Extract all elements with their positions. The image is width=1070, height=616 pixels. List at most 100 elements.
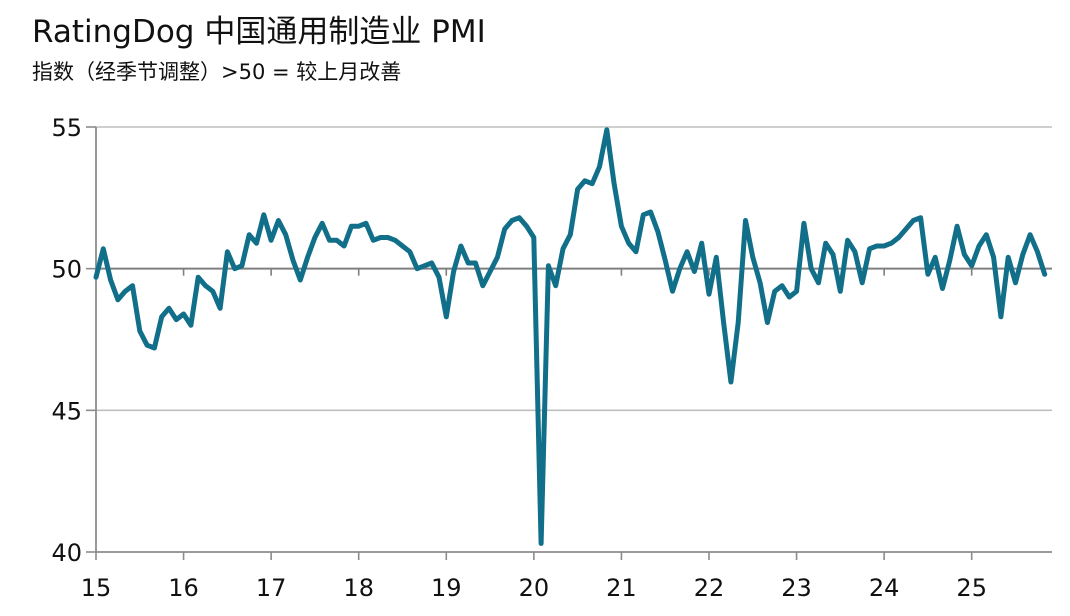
y-tick-label-50: 50: [51, 256, 82, 284]
data-point: [598, 165, 601, 168]
x-tick-label-17: 17: [256, 574, 287, 602]
data-point: [832, 253, 835, 256]
data-point: [656, 230, 659, 233]
data-point: [875, 245, 878, 248]
data-point: [715, 256, 718, 259]
data-point: [394, 239, 397, 242]
data-point: [299, 279, 302, 282]
data-point: [934, 256, 937, 259]
chart-subtitle: 指数（经季节调整）>50 = 较上月改善: [32, 60, 402, 84]
data-point: [226, 250, 229, 253]
data-point: [459, 245, 462, 248]
data-point: [956, 225, 959, 228]
data-point: [467, 262, 470, 265]
data-point: [853, 250, 856, 253]
data-point: [992, 256, 995, 259]
data-point: [116, 298, 119, 301]
data-point: [941, 287, 944, 290]
data-point: [146, 344, 149, 347]
data-point: [423, 264, 426, 267]
data-point: [693, 270, 696, 273]
x-tick-label-20: 20: [519, 574, 550, 602]
series-layer: [93, 127, 1048, 546]
y-tick-label-55: 55: [51, 114, 82, 142]
data-point: [999, 315, 1002, 318]
x-tick-label-22: 22: [694, 574, 725, 602]
data-point: [978, 245, 981, 248]
data-point: [153, 347, 156, 350]
x-tick-label-18: 18: [343, 574, 374, 602]
data-point: [751, 256, 754, 259]
data-point: [562, 247, 565, 250]
data-point: [919, 216, 922, 219]
y-tick-label-40: 40: [51, 539, 82, 567]
data-point: [481, 284, 484, 287]
data-point: [102, 247, 105, 250]
data-point: [642, 213, 645, 216]
data-point: [131, 284, 134, 287]
data-point: [124, 290, 127, 293]
data-point: [635, 250, 638, 253]
data-point: [554, 284, 557, 287]
data-point: [795, 290, 798, 293]
data-point: [1029, 233, 1032, 236]
data-point: [883, 245, 886, 248]
data-point: [401, 245, 404, 248]
data-point: [620, 225, 623, 228]
data-point: [890, 242, 893, 245]
data-point: [547, 264, 550, 267]
data-point: [95, 276, 98, 279]
data-point: [569, 233, 572, 236]
tick-label-layer: 55 50 45 40 15 16 17 18 19 20 21 22 23 24 25: [51, 114, 987, 602]
data-point: [773, 290, 776, 293]
data-point: [204, 284, 207, 287]
x-tick-label-15: 15: [81, 574, 112, 602]
data-point: [343, 245, 346, 248]
data-point: [613, 182, 616, 185]
x-tick-label-23: 23: [781, 574, 812, 602]
data-point: [270, 239, 273, 242]
data-point: [664, 259, 667, 262]
data-point: [372, 239, 375, 242]
data-point: [365, 222, 368, 225]
data-point: [292, 259, 295, 262]
grid-layer: [96, 126, 1052, 412]
data-point: [255, 242, 258, 245]
data-point: [109, 279, 112, 282]
data-point: [233, 267, 236, 270]
data-point: [379, 236, 382, 239]
data-point: [1043, 273, 1046, 276]
x-tick-label-25: 25: [956, 574, 987, 602]
data-point: [905, 228, 908, 231]
data-point: [824, 242, 827, 245]
data-point: [532, 236, 535, 239]
data-point: [160, 315, 163, 318]
x-tick-label-21: 21: [606, 574, 637, 602]
data-point: [248, 233, 251, 236]
chart-title: RatingDog 中国通用制造业 PMI: [32, 14, 486, 50]
data-point: [284, 233, 287, 236]
data-point: [671, 290, 674, 293]
data-point: [963, 253, 966, 256]
data-point: [649, 211, 652, 214]
data-point: [1007, 256, 1010, 259]
data-point: [1036, 250, 1039, 253]
data-point: [138, 330, 141, 333]
data-point: [605, 128, 608, 131]
data-point: [948, 259, 951, 262]
data-point: [759, 281, 762, 284]
data-point: [474, 262, 477, 265]
data-point: [357, 225, 360, 228]
data-point: [781, 284, 784, 287]
pmi-series-line: [93, 127, 1048, 546]
data-point: [240, 264, 243, 267]
data-point: [182, 313, 185, 316]
data-point: [219, 307, 222, 310]
data-point: [868, 247, 871, 250]
data-point: [408, 250, 411, 253]
data-point: [970, 264, 973, 267]
data-point: [627, 242, 630, 245]
data-point: [197, 276, 200, 279]
data-point: [306, 256, 309, 259]
